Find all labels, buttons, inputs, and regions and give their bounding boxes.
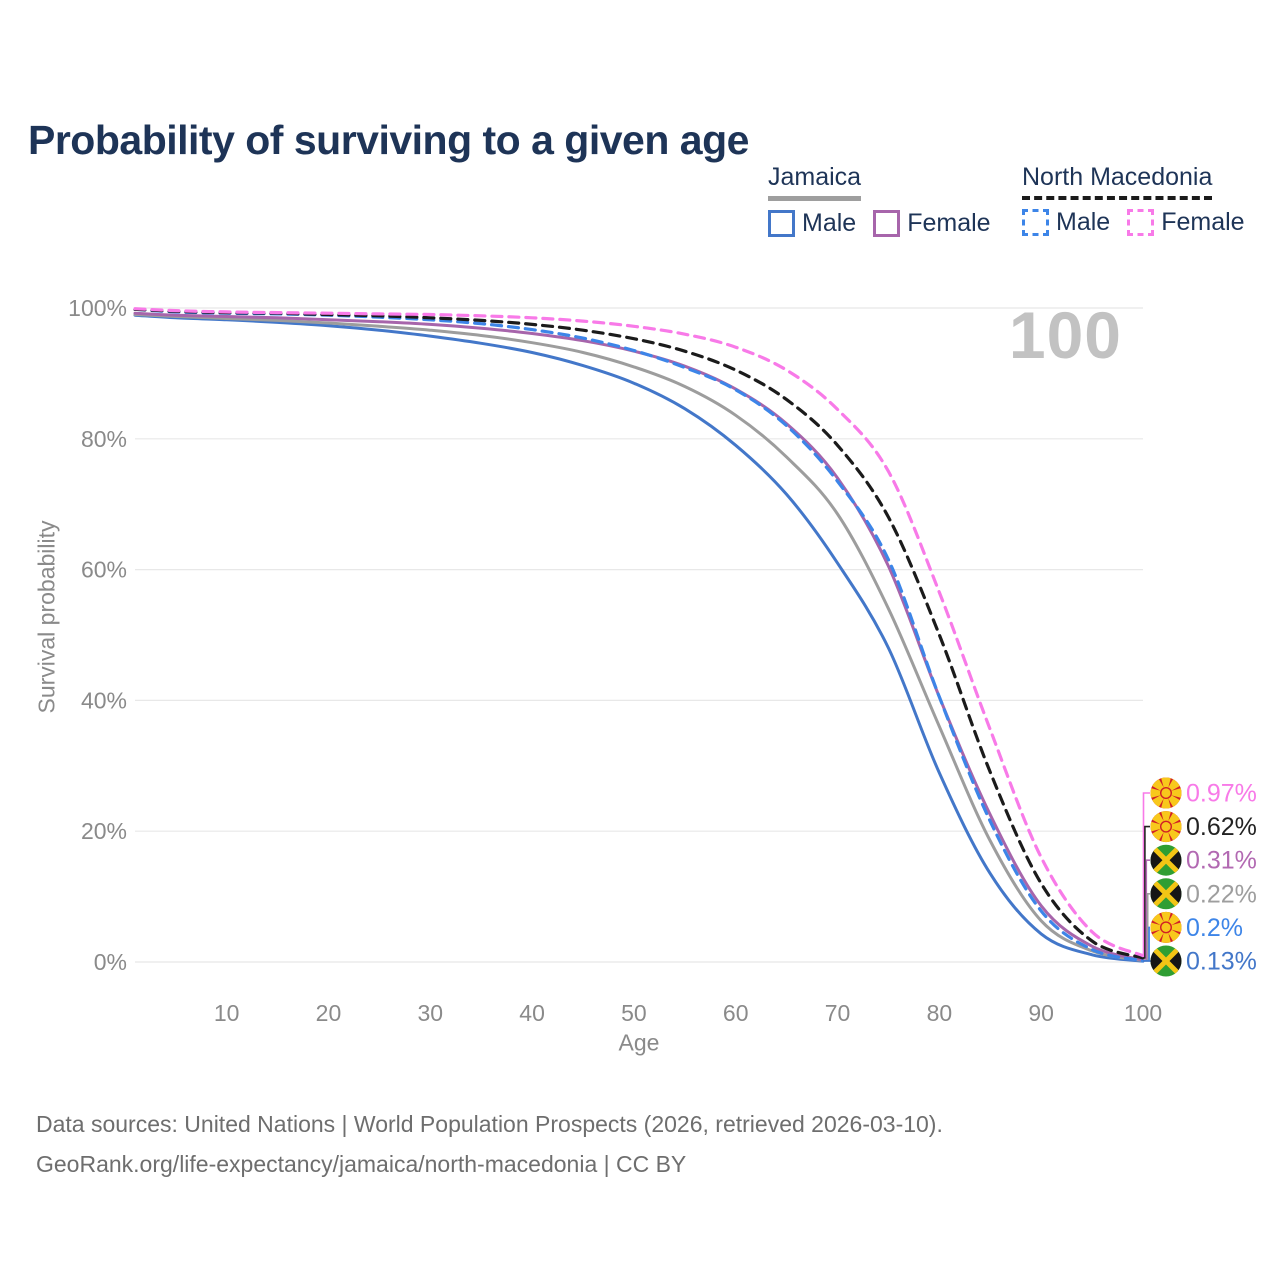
footer: Data sources: United Nations | World Pop… xyxy=(36,1104,943,1184)
north-macedonia-flag-icon xyxy=(1149,776,1183,810)
x-tick-label: 80 xyxy=(927,1000,953,1026)
series-line-north-macedonia-male xyxy=(133,307,1145,963)
legend-items-north-macedonia: Male Female xyxy=(1022,208,1245,237)
legend-item-north-macedonia-female[interactable]: Female xyxy=(1127,208,1245,237)
y-tick-label: 20% xyxy=(81,818,127,844)
y-axis-title: Survival probability xyxy=(33,520,60,714)
end-label-value: 0.31% xyxy=(1186,847,1257,875)
legend-group-north-macedonia: North Macedonia Male Female xyxy=(1022,163,1245,237)
jamaica-flag-icon xyxy=(1150,878,1182,910)
x-axis-tick-labels: 10 20 30 40 50 60 70 80 90 100 xyxy=(214,1000,1162,1026)
legend-item-north-macedonia-male[interactable]: Male xyxy=(1022,208,1110,237)
legend-item-label: Male xyxy=(802,209,857,237)
jamaica-flag-icon xyxy=(1150,844,1182,876)
legend-items-jamaica: Male Female xyxy=(768,209,991,238)
end-labels: 0.97% 0.62% 0.31% 0.22% 0.2% 0.13% xyxy=(1149,776,1257,977)
end-label-connectors xyxy=(1142,792,1152,962)
legend-item-jamaica-female[interactable]: Female xyxy=(873,209,991,238)
north-macedonia-flag-icon xyxy=(1149,810,1183,844)
y-tick-label: 0% xyxy=(94,949,127,975)
data-sources-line: Data sources: United Nations | World Pop… xyxy=(36,1111,943,1137)
legend-group-jamaica: Jamaica Male Female xyxy=(768,163,991,238)
jamaica-female-swatch-icon xyxy=(873,210,901,237)
jamaica-male-swatch-icon xyxy=(768,210,795,237)
x-tick-label: 60 xyxy=(723,1000,749,1026)
x-axis-title: Age xyxy=(618,1029,660,1056)
end-label-value: 0.97% xyxy=(1186,780,1257,808)
age-watermark: 100 xyxy=(1008,298,1122,372)
x-tick-label: 40 xyxy=(519,1000,545,1026)
gridlines xyxy=(135,307,1143,963)
page-title: Probability of surviving to a given age xyxy=(28,117,749,164)
end-label-value: 0.62% xyxy=(1186,813,1257,841)
x-tick-label: 10 xyxy=(214,1000,240,1026)
attribution-line: GeoRank.org/life-expectancy/jamaica/nort… xyxy=(36,1151,687,1177)
legend-item-label: Male xyxy=(1056,208,1111,236)
legend-item-jamaica-male[interactable]: Male xyxy=(768,209,856,238)
y-tick-label: 40% xyxy=(81,687,127,713)
north-macedonia-male-swatch-icon xyxy=(1022,209,1049,236)
end-label-connector xyxy=(1142,792,1150,957)
end-label-value: 0.2% xyxy=(1186,914,1243,942)
series-line-jamaica-all xyxy=(133,313,1145,963)
y-tick-label: 80% xyxy=(81,426,127,452)
survival-curves xyxy=(133,307,1145,963)
x-tick-label: 100 xyxy=(1124,1000,1162,1026)
series-line-north-macedonia-female xyxy=(133,307,1145,958)
x-tick-label: 30 xyxy=(417,1000,443,1026)
series-line-jamaica-male xyxy=(133,313,1145,963)
y-tick-label: 100% xyxy=(68,295,127,321)
x-tick-label: 50 xyxy=(621,1000,647,1026)
legend-country-jamaica: Jamaica xyxy=(768,163,862,201)
series-line-north-macedonia-all xyxy=(133,307,1145,960)
series-line-jamaica-female xyxy=(133,311,1145,962)
x-tick-label: 20 xyxy=(316,1000,342,1026)
x-tick-label: 70 xyxy=(825,1000,851,1026)
north-macedonia-flag-icon xyxy=(1149,910,1183,944)
y-tick-label: 60% xyxy=(81,557,127,583)
legend-item-label: Female xyxy=(1161,208,1245,236)
legend-country-north-macedonia: North Macedonia xyxy=(1022,163,1213,200)
end-label-value: 0.22% xyxy=(1186,880,1257,908)
y-axis-tick-labels: 0% 20% 40% 60% 80% 100% xyxy=(68,295,127,975)
x-tick-label: 90 xyxy=(1028,1000,1054,1026)
end-label-value: 0.13% xyxy=(1186,948,1257,976)
end-label-connector xyxy=(1143,825,1150,959)
legend-item-label: Female xyxy=(907,209,991,237)
jamaica-flag-icon xyxy=(1150,945,1182,977)
north-macedonia-female-swatch-icon xyxy=(1127,209,1155,236)
